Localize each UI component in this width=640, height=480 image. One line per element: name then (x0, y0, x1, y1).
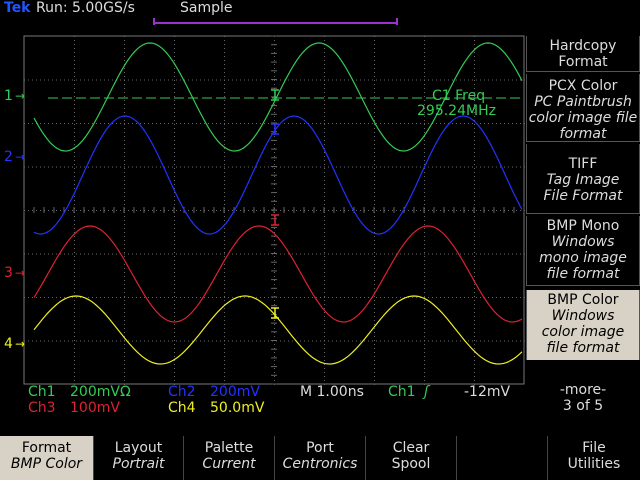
svg-text:→: → (15, 337, 25, 351)
side-menu-title-label: Hardcopy (549, 38, 617, 54)
trigger-source: Ch1 (388, 384, 416, 400)
run-status: Run: 5.00GS/s (36, 0, 135, 16)
side-menu: Hardcopy Format PCX Color PC Paintbrush … (526, 36, 640, 436)
trigger-slope-icon: ʃ (424, 384, 429, 400)
acquisition-mode: Sample (180, 0, 233, 16)
side-menu-title-sub: Format (558, 54, 608, 70)
trigger-readout: Ch1 ʃ (388, 384, 429, 400)
ch1-readout: Ch1 200mVΩ (28, 384, 131, 400)
channel-marker-2[interactable]: 2 → (4, 149, 25, 165)
timebase-readout: M 1.00ns (300, 384, 364, 400)
bmp-color-desc: Windows color image file format (541, 308, 625, 356)
channel-marker-4-label: 4 (4, 336, 13, 352)
ch1-label: Ch1 (28, 384, 56, 400)
pcx-color-button[interactable]: PCX Color PC Paintbrush color image file… (526, 74, 640, 142)
ch2-trace (33, 115, 523, 235)
measurement-value: 295.24MHz (417, 103, 496, 119)
channel-marker-3[interactable]: 3 → (4, 265, 25, 281)
more-page: 3 of 5 (562, 398, 604, 414)
layout-title: Layout (114, 440, 163, 456)
empty-bottom-button[interactable] (457, 436, 548, 480)
ch3-trace (33, 225, 523, 323)
file-title: File (582, 440, 606, 456)
pcx-color-title: PCX Color (548, 78, 618, 94)
tiff-button[interactable]: TIFF Tag Image File Format (526, 144, 640, 214)
more-title: -more- (559, 382, 607, 398)
ch3-scale: 100mV (70, 400, 120, 416)
ch1-scale: 200mVΩ (70, 384, 131, 400)
bmp-mono-title: BMP Mono (546, 218, 620, 234)
bmp-mono-button[interactable]: BMP Mono Windows mono image file format (526, 216, 640, 286)
bottom-menu: Format BMP Color Layout Portrait Palette… (0, 436, 640, 480)
ch1-trace (33, 42, 523, 152)
ch3-label: Ch3 (28, 400, 56, 416)
ch4-trace (33, 295, 523, 365)
more-button[interactable]: -more- 3 of 5 (526, 376, 640, 436)
bmp-color-button[interactable]: BMP Color Windows color image file forma… (526, 290, 640, 360)
clear-value: Spool (391, 456, 431, 472)
channel-marker-4[interactable]: 4 → (4, 336, 25, 352)
record-position-bar (153, 18, 398, 25)
layout-button[interactable]: Layout Portrait (94, 436, 184, 480)
channel-marker-3-label: 3 (4, 265, 13, 281)
ch2-scale: 200mV (210, 384, 260, 400)
clear-spool-button[interactable]: Clear Spool (366, 436, 457, 480)
ch2-label: Ch2 (168, 384, 196, 400)
clear-title: Clear (392, 440, 430, 456)
file-value: Utilities (567, 456, 621, 472)
channel-marker-1-label: 1 (4, 88, 13, 104)
measurement-label: C1 Freq (432, 88, 485, 104)
trigger-marker-ch3 (271, 214, 279, 226)
channel-marker-1[interactable]: 1 → (4, 88, 25, 104)
ch4-label: Ch4 (168, 400, 196, 416)
channel-marker-2-label: 2 (4, 149, 13, 165)
port-value: Centronics (282, 456, 358, 472)
port-title: Port (306, 440, 334, 456)
trigger-marker-ch2 (271, 123, 279, 135)
port-button[interactable]: Port Centronics (275, 436, 366, 480)
ch2-readout: Ch2 200mV (168, 384, 260, 400)
tiff-desc: Tag Image File Format (543, 172, 623, 204)
trigger-marker-ch4 (271, 307, 279, 319)
format-title: Format (21, 440, 72, 456)
brand-logo: Tek (4, 0, 31, 16)
palette-value: Current (202, 456, 256, 472)
format-value: BMP Color (10, 456, 83, 472)
svg-text:→: → (15, 150, 25, 164)
trigger-marker-ch1 (271, 89, 279, 101)
layout-value: Portrait (112, 456, 165, 472)
ch4-scale: 50.0mV (210, 400, 265, 416)
svg-text:→: → (15, 89, 25, 103)
tiff-title: TIFF (568, 156, 598, 172)
ch4-readout: Ch4 50.0mV (168, 400, 264, 416)
bmp-color-title: BMP Color (547, 292, 619, 308)
graticule (23, 35, 525, 385)
palette-title: Palette (204, 440, 254, 456)
pcx-color-desc: PC Paintbrush color image file format (528, 94, 638, 142)
svg-text:→: → (15, 266, 25, 280)
side-menu-title: Hardcopy Format (526, 36, 640, 72)
trigger-level: -12mV (464, 384, 511, 400)
format-button[interactable]: Format BMP Color (0, 436, 94, 480)
ch3-readout: Ch3 100mV (28, 400, 120, 416)
bmp-mono-desc: Windows mono image file format (539, 234, 627, 282)
palette-button[interactable]: Palette Current (184, 436, 275, 480)
file-utilities-button[interactable]: File Utilities (548, 436, 640, 480)
